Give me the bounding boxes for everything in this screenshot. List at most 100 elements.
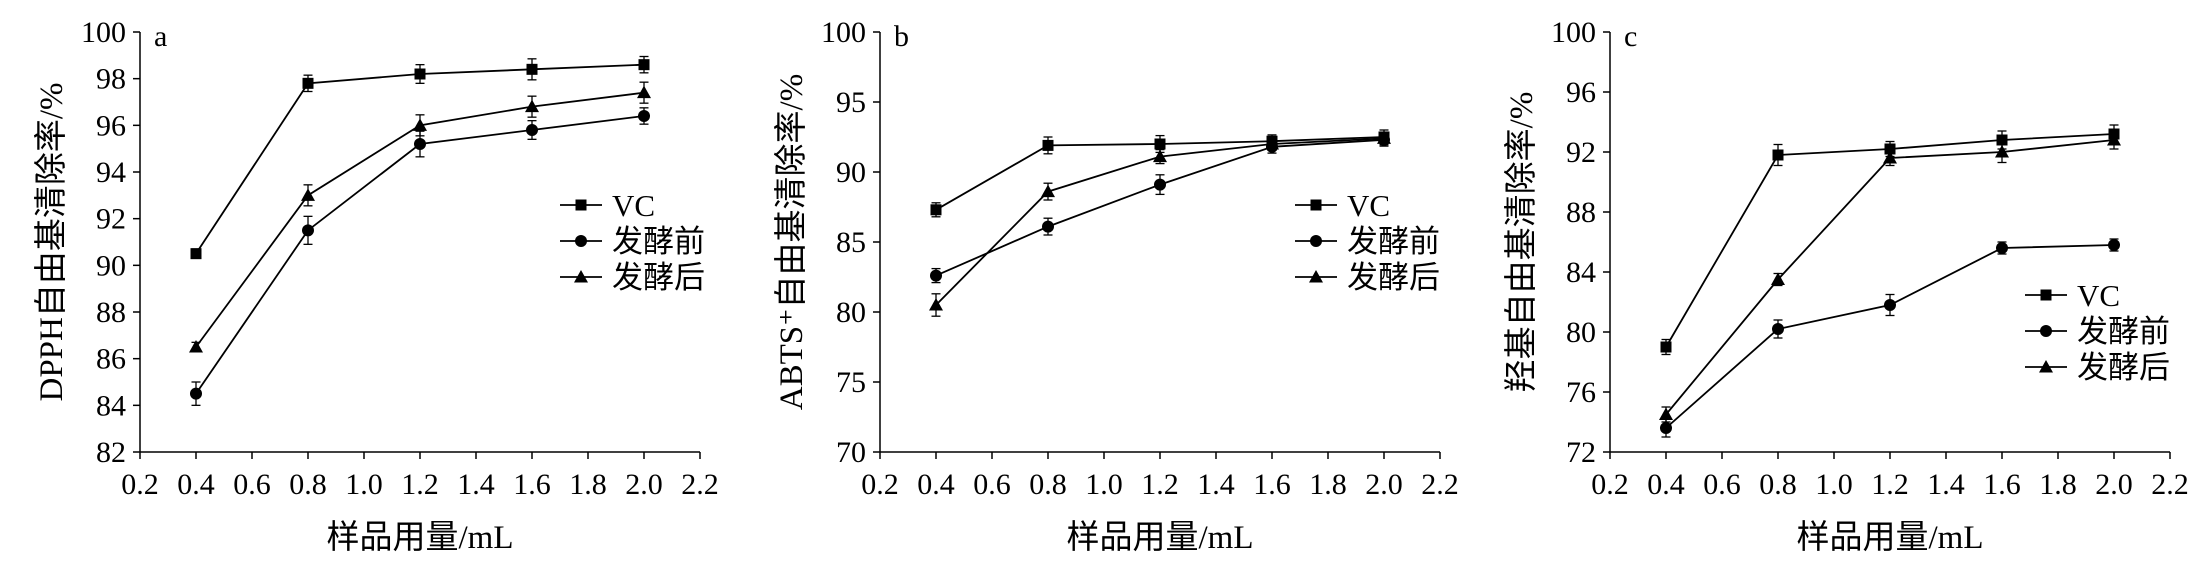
x-tick-label: 0.4 xyxy=(917,468,955,501)
y-tick-label: 80 xyxy=(836,296,866,329)
legend-label: 发酵前 xyxy=(2077,314,2170,349)
x-tick-label: 2.2 xyxy=(681,468,719,501)
legend-marker xyxy=(574,270,588,283)
y-tick-label: 80 xyxy=(1566,316,1596,349)
panel-label: a xyxy=(154,20,167,53)
panel-b: b 样品用量/mL ABTS⁺自由基清除率/% 0.2 0.4 0.6 0.8 1.0 1… xyxy=(773,16,1459,556)
data-point xyxy=(1996,242,2008,254)
x-tick-label: 0.8 xyxy=(1029,468,1067,501)
legend-label: 发酵后 xyxy=(612,260,705,295)
data-point xyxy=(1884,143,1896,155)
x-tick-label: 0.2 xyxy=(121,468,159,501)
y-tick-label: 92 xyxy=(1566,136,1596,169)
x-tick-label: 1.8 xyxy=(2039,468,2077,501)
data-point xyxy=(302,77,314,89)
data-point xyxy=(1772,149,1784,161)
x-tick-label: 1.6 xyxy=(1253,468,1291,501)
y-tick-label: 88 xyxy=(96,296,126,329)
panel-label: c xyxy=(1624,20,1637,53)
legend-item: 发酵前 xyxy=(560,224,705,259)
data-point xyxy=(414,138,426,150)
x-tick-label: 2.2 xyxy=(1421,468,1459,501)
data-point xyxy=(413,118,427,131)
data-point xyxy=(929,298,943,311)
legend-item: 发酵前 xyxy=(2025,314,2170,349)
panel-c: c 样品用量/mL 羟基自由基清除率/% 0.2 0.4 0.6 0.8 1.0 1.2 1… xyxy=(1503,16,2189,556)
x-tick-label: 0.4 xyxy=(1647,468,1685,501)
legend-marker xyxy=(2040,289,2052,301)
y-tick-label: 85 xyxy=(836,226,866,259)
y-tick-label: 88 xyxy=(1566,196,1596,229)
x-axis-title: 样品用量/mL xyxy=(1067,519,1254,556)
y-tick-label: 98 xyxy=(96,63,126,96)
x-tick-label: 1.2 xyxy=(1871,468,1909,501)
data-point xyxy=(638,59,650,71)
legend-label: VC xyxy=(612,188,655,223)
data-point xyxy=(1265,137,1279,150)
series-VC xyxy=(190,55,650,260)
x-axis-title: 样品用量/mL xyxy=(327,519,514,556)
legend-label: 发酵前 xyxy=(612,224,705,259)
x-tick-label: 0.4 xyxy=(177,468,215,501)
data-point xyxy=(189,340,203,353)
data-point xyxy=(1154,138,1166,150)
data-point xyxy=(1042,220,1054,233)
y-tick-label: 70 xyxy=(836,436,866,469)
y-axis-title: DPPH自由基清除率/% xyxy=(33,82,70,401)
y-tick-label: 94 xyxy=(96,156,126,189)
legend-item: VC xyxy=(1295,188,1390,223)
legend-marker xyxy=(575,199,587,211)
x-tick-label: 0.2 xyxy=(1591,468,1629,501)
data-point xyxy=(1042,139,1054,151)
legend-item: VC xyxy=(2025,278,2120,313)
data-point xyxy=(526,124,538,136)
data-point xyxy=(1041,184,1055,198)
legend-label: 发酵后 xyxy=(2077,350,2170,385)
legend-item: 发酵后 xyxy=(1295,260,1440,295)
data-point xyxy=(301,188,315,201)
data-point xyxy=(930,204,942,216)
legend-marker xyxy=(1310,199,1322,211)
x-tick-label: 1.4 xyxy=(1197,468,1235,501)
data-point xyxy=(637,85,651,99)
series-line xyxy=(195,63,645,255)
y-tick-label: 96 xyxy=(96,109,126,142)
series-发酵后 xyxy=(189,81,651,353)
legend-item: 发酵前 xyxy=(1295,224,1440,259)
x-axis-title: 样品用量/mL xyxy=(1797,519,1984,556)
legend-item: 发酵后 xyxy=(2025,350,2170,385)
legend-label: VC xyxy=(1347,188,1390,223)
y-tick-label: 95 xyxy=(836,86,866,119)
x-tick-label: 0.6 xyxy=(233,468,271,501)
y-tick-label: 82 xyxy=(96,436,126,469)
y-tick-label: 86 xyxy=(96,343,126,376)
x-tick-label: 1.2 xyxy=(1141,468,1179,501)
legend-marker xyxy=(2040,325,2052,337)
data-point xyxy=(1377,131,1391,144)
x-tick-label: 2.2 xyxy=(2151,468,2189,501)
x-tick-label: 0.6 xyxy=(1703,468,1741,501)
data-point xyxy=(1771,272,1785,285)
y-tick-label: 100 xyxy=(81,16,126,49)
data-point xyxy=(1884,299,1896,311)
y-axis-title: 羟基自由基清除率/% xyxy=(1503,92,1540,393)
x-tick-label: 2.0 xyxy=(625,468,663,501)
legend-item: VC xyxy=(560,188,655,223)
x-tick-label: 0.6 xyxy=(973,468,1011,501)
x-tick-label: 1.6 xyxy=(1983,468,2021,501)
legend-label: 发酵后 xyxy=(1347,260,1440,295)
data-point xyxy=(2107,133,2121,146)
y-tick-label: 76 xyxy=(1566,376,1596,409)
data-point xyxy=(1153,149,1167,163)
data-point xyxy=(2108,239,2120,251)
x-tick-label: 1.8 xyxy=(1309,468,1347,501)
series-发酵后 xyxy=(1659,130,2121,423)
legend-item: 发酵后 xyxy=(560,260,705,295)
x-tick-label: 1.0 xyxy=(1815,468,1853,501)
panel-label: b xyxy=(894,20,909,53)
data-point xyxy=(1660,422,1672,434)
x-tick-label: 1.8 xyxy=(569,468,607,501)
